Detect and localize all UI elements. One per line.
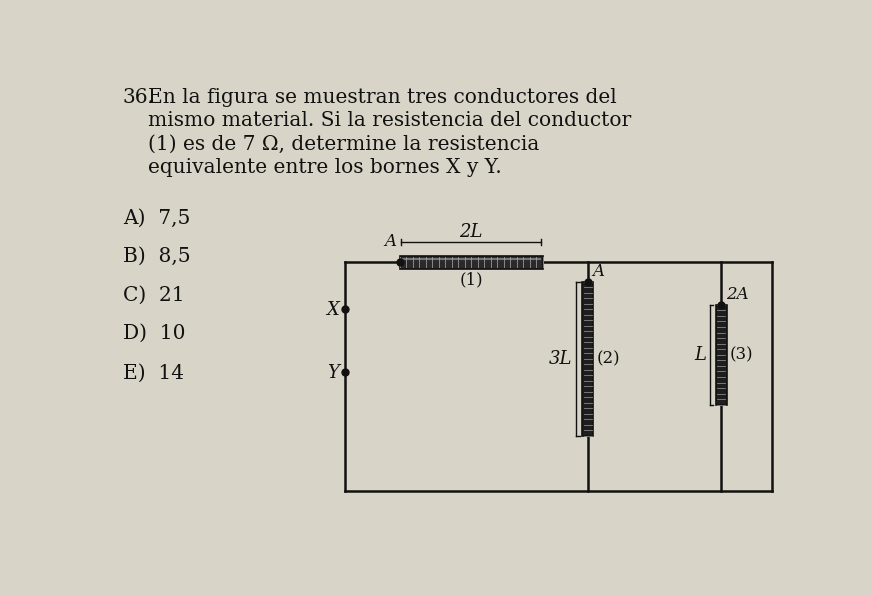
Text: D)  10: D) 10 [123, 324, 186, 343]
Text: mismo material. Si la resistencia del conductor: mismo material. Si la resistencia del co… [147, 111, 631, 130]
Text: Y: Y [327, 364, 339, 382]
Bar [400, 256, 543, 268]
Text: 2A: 2A [726, 286, 748, 303]
Text: (3): (3) [730, 346, 753, 364]
Text: X: X [326, 301, 339, 319]
Text: 3L: 3L [549, 350, 572, 368]
Text: B)  8,5: B) 8,5 [123, 247, 191, 266]
Bar [716, 305, 726, 405]
Text: En la figura se muestran tres conductores del: En la figura se muestran tres conductore… [147, 88, 617, 107]
Text: (1) es de 7 Ω, determine la resistencia: (1) es de 7 Ω, determine la resistencia [147, 134, 539, 154]
Text: C)  21: C) 21 [123, 286, 185, 305]
Text: A)  7,5: A) 7,5 [123, 208, 190, 227]
Bar [583, 281, 593, 436]
Text: (1): (1) [459, 271, 483, 289]
Text: A: A [384, 233, 396, 250]
Text: E)  14: E) 14 [123, 364, 184, 383]
Text: 36.: 36. [123, 88, 155, 107]
Text: L: L [694, 346, 706, 364]
Text: equivalente entre los bornes X y Y.: equivalente entre los bornes X y Y. [147, 158, 502, 177]
Text: A: A [592, 263, 604, 280]
Text: (2): (2) [597, 350, 620, 367]
Text: 2L: 2L [459, 223, 483, 241]
